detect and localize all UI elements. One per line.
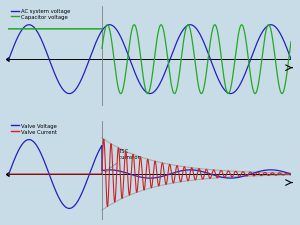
Legend: Valve Voltage, Valve Current: Valve Voltage, Valve Current [11,124,57,135]
Legend: AC system voltage, Capacitor voltage: AC system voltage, Capacitor voltage [11,9,70,20]
Text: TSC
turns on: TSC turns on [105,148,141,172]
